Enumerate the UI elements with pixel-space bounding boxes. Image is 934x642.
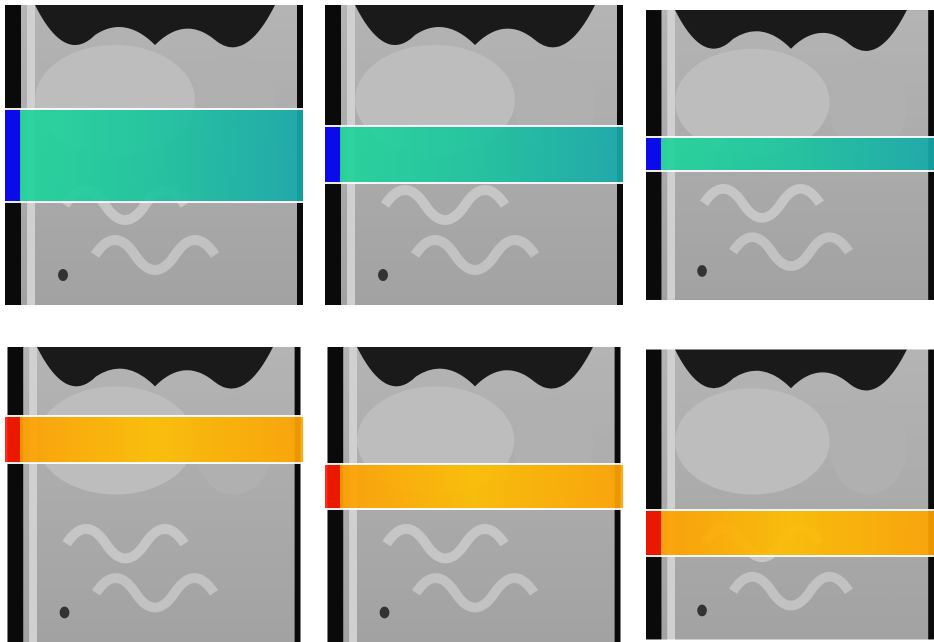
overlay-band: [646, 510, 934, 556]
overlay-band: [5, 109, 303, 202]
overlay-band: [325, 464, 623, 509]
scan: [7, 347, 300, 642]
overlay-band: [646, 137, 934, 171]
overlay-band: [325, 126, 623, 183]
image-grid: [0, 0, 934, 642]
scan: [646, 350, 934, 640]
overlay-band: [5, 416, 303, 463]
